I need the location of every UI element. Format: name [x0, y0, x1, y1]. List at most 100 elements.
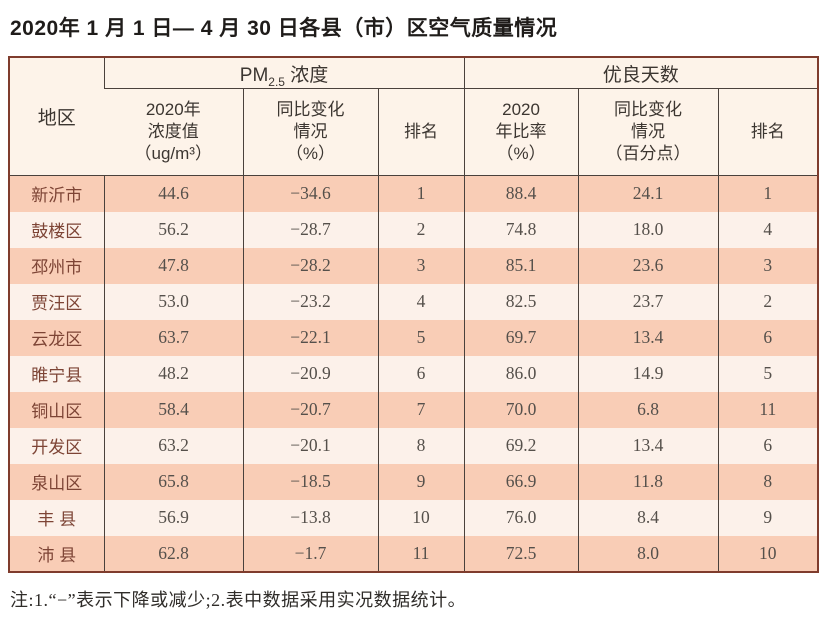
gd-ratio-cell: 74.8	[463, 211, 579, 248]
pm25-label-suffix: 浓度	[284, 64, 329, 86]
pm-rank-cell: 5	[377, 319, 465, 356]
pm-concentration-cell: 56.9	[103, 499, 243, 536]
pm-concentration-cell: 58.4	[103, 391, 243, 428]
gd-ratio-cell: 72.5	[463, 535, 579, 572]
table-row: 新沂市 44.6 −34.6 1 88.4 24.1 1	[9, 175, 819, 212]
gd-yoy-change-cell: 11.8	[577, 463, 719, 500]
gd-yoy-change-cell: 6.8	[577, 391, 719, 428]
gd-yoy-change-cell: 23.6	[577, 247, 719, 284]
table-row: 铜山区 58.4 −20.7 7 70.0 6.8 11	[9, 391, 819, 428]
group-header-row: 地区 PM2.5 浓度 优良天数	[9, 57, 819, 176]
region-cell: 开发区	[9, 427, 104, 464]
gd-ratio-cell: 85.1	[463, 247, 579, 284]
region-cell: 丰 县	[9, 499, 104, 536]
pm-yoy-change-cell: −34.6	[242, 175, 378, 212]
pm-yoy-change-cell: −28.7	[242, 211, 378, 248]
gd-yoy-change-cell: 13.4	[577, 319, 719, 356]
col-header-gd-rank: 排名	[717, 88, 819, 176]
pm-concentration-cell: 65.8	[103, 463, 243, 500]
region-cell: 贾汪区	[9, 283, 104, 320]
footnote: 注:1.“−”表示下降或减少;2.表中数据采用实况数据统计。	[10, 589, 467, 610]
pm-rank-cell: 7	[377, 391, 465, 428]
table-row: 丰 县 56.9 −13.8 10 76.0 8.4 9	[9, 499, 819, 536]
table-row: 鼓楼区 56.2 −28.7 2 74.8 18.0 4	[9, 211, 819, 248]
table-row: 贾汪区 53.0 −23.2 4 82.5 23.7 2	[9, 283, 819, 320]
table-row: 泉山区 65.8 −18.5 9 66.9 11.8 8	[9, 463, 819, 500]
pm-concentration-cell: 53.0	[103, 283, 243, 320]
pm-yoy-change-cell: −23.2	[242, 283, 378, 320]
gd-ratio-cell: 88.4	[463, 175, 579, 212]
pm-rank-cell: 4	[377, 283, 465, 320]
region-cell: 新沂市	[9, 175, 104, 212]
gd-yoy-change-cell: 8.4	[577, 499, 719, 536]
pm-concentration-cell: 63.7	[103, 319, 243, 356]
col-header-gd-ratio: 2020 年比率 （%）	[463, 88, 579, 176]
gd-rank-cell: 6	[717, 319, 819, 356]
pm-concentration-cell: 48.2	[103, 355, 243, 392]
pm-rank-cell: 10	[377, 499, 465, 536]
gd-rank-cell: 3	[717, 247, 819, 284]
col-header-gd-yoy-change: 同比变化 情况 （百分点）	[577, 88, 719, 176]
region-cell: 铜山区	[9, 391, 104, 428]
pm-yoy-change-cell: −22.1	[242, 319, 378, 356]
gd-rank-cell: 8	[717, 463, 819, 500]
col-header-pm-concentration: 2020年 浓度值 （ug/m³）	[104, 88, 243, 176]
good-days-group-header: 优良天数	[463, 57, 819, 89]
gd-rank-cell: 2	[717, 283, 819, 320]
pm-concentration-cell: 62.8	[103, 535, 243, 572]
table-row: 开发区 63.2 −20.1 8 69.2 13.4 6	[9, 427, 819, 464]
pm-rank-cell: 6	[377, 355, 465, 392]
gd-rank-cell: 1	[717, 175, 819, 212]
table-row: 睢宁县 48.2 −20.9 6 86.0 14.9 5	[9, 355, 819, 392]
gd-yoy-change-cell: 14.9	[577, 355, 719, 392]
gd-yoy-change-cell: 18.0	[577, 211, 719, 248]
region-column-header: 地区	[9, 57, 104, 176]
region-cell: 邳州市	[9, 247, 104, 284]
gd-ratio-cell: 86.0	[463, 355, 579, 392]
gd-yoy-change-cell: 13.4	[577, 427, 719, 464]
gd-ratio-cell: 82.5	[463, 283, 579, 320]
gd-yoy-change-cell: 8.0	[577, 535, 719, 572]
page-title: 2020年 1 月 1 日— 4 月 30 日各县（市）区空气质量情况	[10, 17, 558, 40]
region-cell: 鼓楼区	[9, 211, 104, 248]
pm-concentration-cell: 44.6	[103, 175, 243, 212]
pm-rank-cell: 2	[377, 211, 465, 248]
pm25-group-header: PM2.5 浓度	[103, 57, 465, 89]
gd-ratio-cell: 76.0	[463, 499, 579, 536]
pm-yoy-change-cell: −20.7	[242, 391, 378, 428]
pm-concentration-cell: 56.2	[103, 211, 243, 248]
table-body: 新沂市 44.6 −34.6 1 88.4 24.1 1 鼓楼区 56.2 −2…	[9, 175, 819, 572]
gd-rank-cell: 4	[717, 211, 819, 248]
pm-yoy-change-cell: −20.9	[242, 355, 378, 392]
table-row: 邳州市 47.8 −28.2 3 85.1 23.6 3	[9, 247, 819, 284]
col-header-pm-rank: 排名	[377, 88, 465, 176]
gd-ratio-cell: 69.2	[463, 427, 579, 464]
table-header: 地区 PM2.5 浓度 优良天数 2020年 浓度值 （ug/m³） 同比变化 …	[9, 57, 819, 176]
pm25-label-prefix: PM	[239, 64, 269, 86]
gd-rank-cell: 10	[717, 535, 819, 572]
sub-header-row: 2020年 浓度值 （ug/m³） 同比变化 情况 （%） 排名 2020 年比…	[9, 88, 819, 176]
region-cell: 沛 县	[9, 535, 104, 572]
gd-rank-cell: 6	[717, 427, 819, 464]
table-row: 云龙区 63.7 −22.1 5 69.7 13.4 6	[9, 319, 819, 356]
pm-rank-cell: 8	[377, 427, 465, 464]
gd-yoy-change-cell: 23.7	[577, 283, 719, 320]
pm-rank-cell: 3	[377, 247, 465, 284]
gd-yoy-change-cell: 24.1	[577, 175, 719, 212]
gd-rank-cell: 11	[717, 391, 819, 428]
gd-rank-cell: 9	[717, 499, 819, 536]
gd-ratio-cell: 66.9	[463, 463, 579, 500]
gd-ratio-cell: 70.0	[463, 391, 579, 428]
air-quality-table: 地区 PM2.5 浓度 优良天数 2020年 浓度值 （ug/m³） 同比变化 …	[8, 56, 820, 573]
pm-rank-cell: 11	[377, 535, 465, 572]
region-cell: 睢宁县	[9, 355, 104, 392]
gd-rank-cell: 5	[717, 355, 819, 392]
pm-rank-cell: 9	[377, 463, 465, 500]
pm-concentration-cell: 47.8	[103, 247, 243, 284]
gd-ratio-cell: 69.7	[463, 319, 579, 356]
region-cell: 云龙区	[9, 319, 104, 356]
pm-rank-cell: 1	[377, 175, 465, 212]
region-cell: 泉山区	[9, 463, 104, 500]
pm25-label-subscript: 2.5	[268, 74, 285, 89]
